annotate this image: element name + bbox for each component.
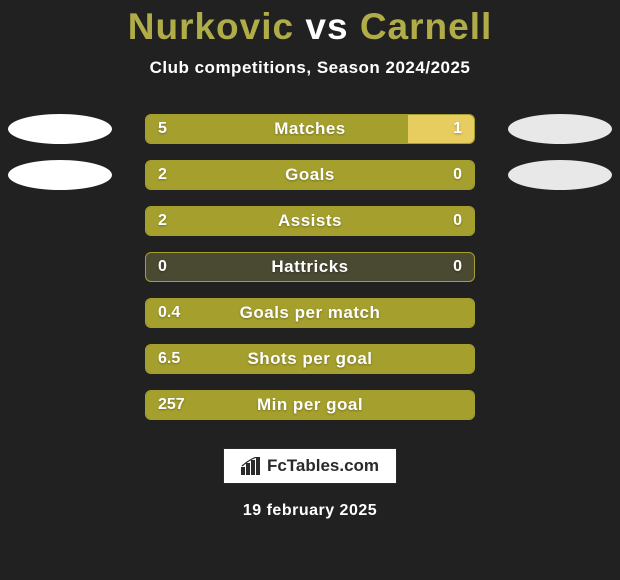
stat-row: 0 0Hattricks — [0, 252, 620, 282]
stat-bar: 257Min per goal — [145, 390, 475, 420]
logo-text: FcTables.com — [267, 456, 379, 476]
stat-bar: 51Matches — [145, 114, 475, 144]
bar-chart-icon — [241, 457, 261, 475]
player2-badge — [508, 114, 612, 144]
stat-row: 6.5Shots per goal — [0, 344, 620, 374]
bar-left-fill — [146, 161, 474, 189]
stat-label: Hattricks — [146, 253, 474, 281]
stat-row: 20Assists — [0, 206, 620, 236]
bar-left-fill — [146, 207, 474, 235]
vs-text: vs — [305, 6, 348, 47]
comparison-card: Nurkovic vs Carnell Club competitions, S… — [0, 0, 620, 580]
stat-bar: 0.4Goals per match — [145, 298, 475, 328]
stat-row: 0.4Goals per match — [0, 298, 620, 328]
stat-value-right: 0 — [453, 253, 462, 281]
footer-date: 19 february 2025 — [243, 502, 377, 520]
bar-left-fill — [146, 299, 474, 327]
player1-name: Nurkovic — [128, 6, 294, 47]
stat-bar: 0 0Hattricks — [145, 252, 475, 282]
stat-value-left: 0 — [158, 253, 167, 281]
bar-right-fill — [408, 115, 474, 143]
player1-badge — [8, 114, 112, 144]
page-title: Nurkovic vs Carnell — [128, 6, 493, 48]
player2-name: Carnell — [360, 6, 492, 47]
stat-row: 20Goals — [0, 160, 620, 190]
stat-bar: 20Goals — [145, 160, 475, 190]
stat-rows: 51Matches 20Goals 20Assists 0 0Hattricks 0.4G… — [0, 114, 620, 420]
fctables-logo[interactable]: FcTables.com — [223, 448, 397, 484]
player1-badge — [8, 160, 112, 190]
stat-row: 257Min per goal — [0, 390, 620, 420]
bar-left-fill — [146, 115, 408, 143]
subtitle: Club competitions, Season 2024/2025 — [150, 58, 471, 78]
stat-bar: 6.5Shots per goal — [145, 344, 475, 374]
bar-left-fill — [146, 391, 474, 419]
stat-row: 51Matches — [0, 114, 620, 144]
player2-badge — [508, 160, 612, 190]
stat-bar: 20Assists — [145, 206, 475, 236]
bar-left-fill — [146, 345, 474, 373]
